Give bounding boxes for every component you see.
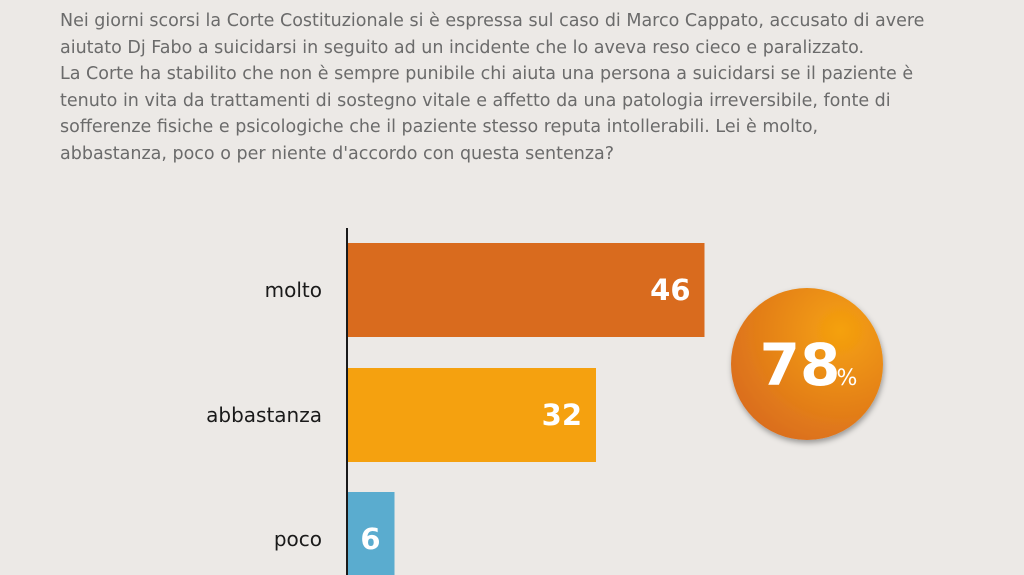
bars-group: molto 46 abbastanza 32 poco 6	[206, 243, 705, 575]
question-line: sofferenze fisiche e psicologiche che il…	[60, 117, 819, 137]
category-label: molto	[265, 278, 322, 302]
total-badge-unit: %	[837, 366, 858, 391]
value-label: 32	[542, 398, 582, 432]
question-line: abbastanza, poco o per niente d'accordo …	[60, 143, 615, 164]
value-label: 46	[650, 273, 690, 307]
total-badge-circle	[731, 288, 883, 440]
total-badge-value: 78	[760, 331, 841, 399]
question-line: Nei giorni scorsi la Corte Costituzional…	[60, 11, 925, 31]
question-text: Nei giorni scorsi la Corte Costituzional…	[60, 8, 1020, 167]
bar-molto	[348, 243, 705, 337]
question-line: tenuto in vita da trattamenti di sostegn…	[60, 90, 891, 111]
value-label: 6	[360, 522, 380, 556]
category-label: abbastanza	[206, 403, 322, 427]
total-badge: 78%	[731, 288, 883, 440]
bar-poco	[348, 492, 395, 575]
question-line: La Corte ha stabilito che non è sempre p…	[60, 64, 914, 84]
question-line: aiutato Dj Fabo a suicidarsi in seguito …	[60, 37, 865, 58]
category-label: poco	[274, 527, 322, 551]
bar-abbastanza	[348, 368, 596, 462]
